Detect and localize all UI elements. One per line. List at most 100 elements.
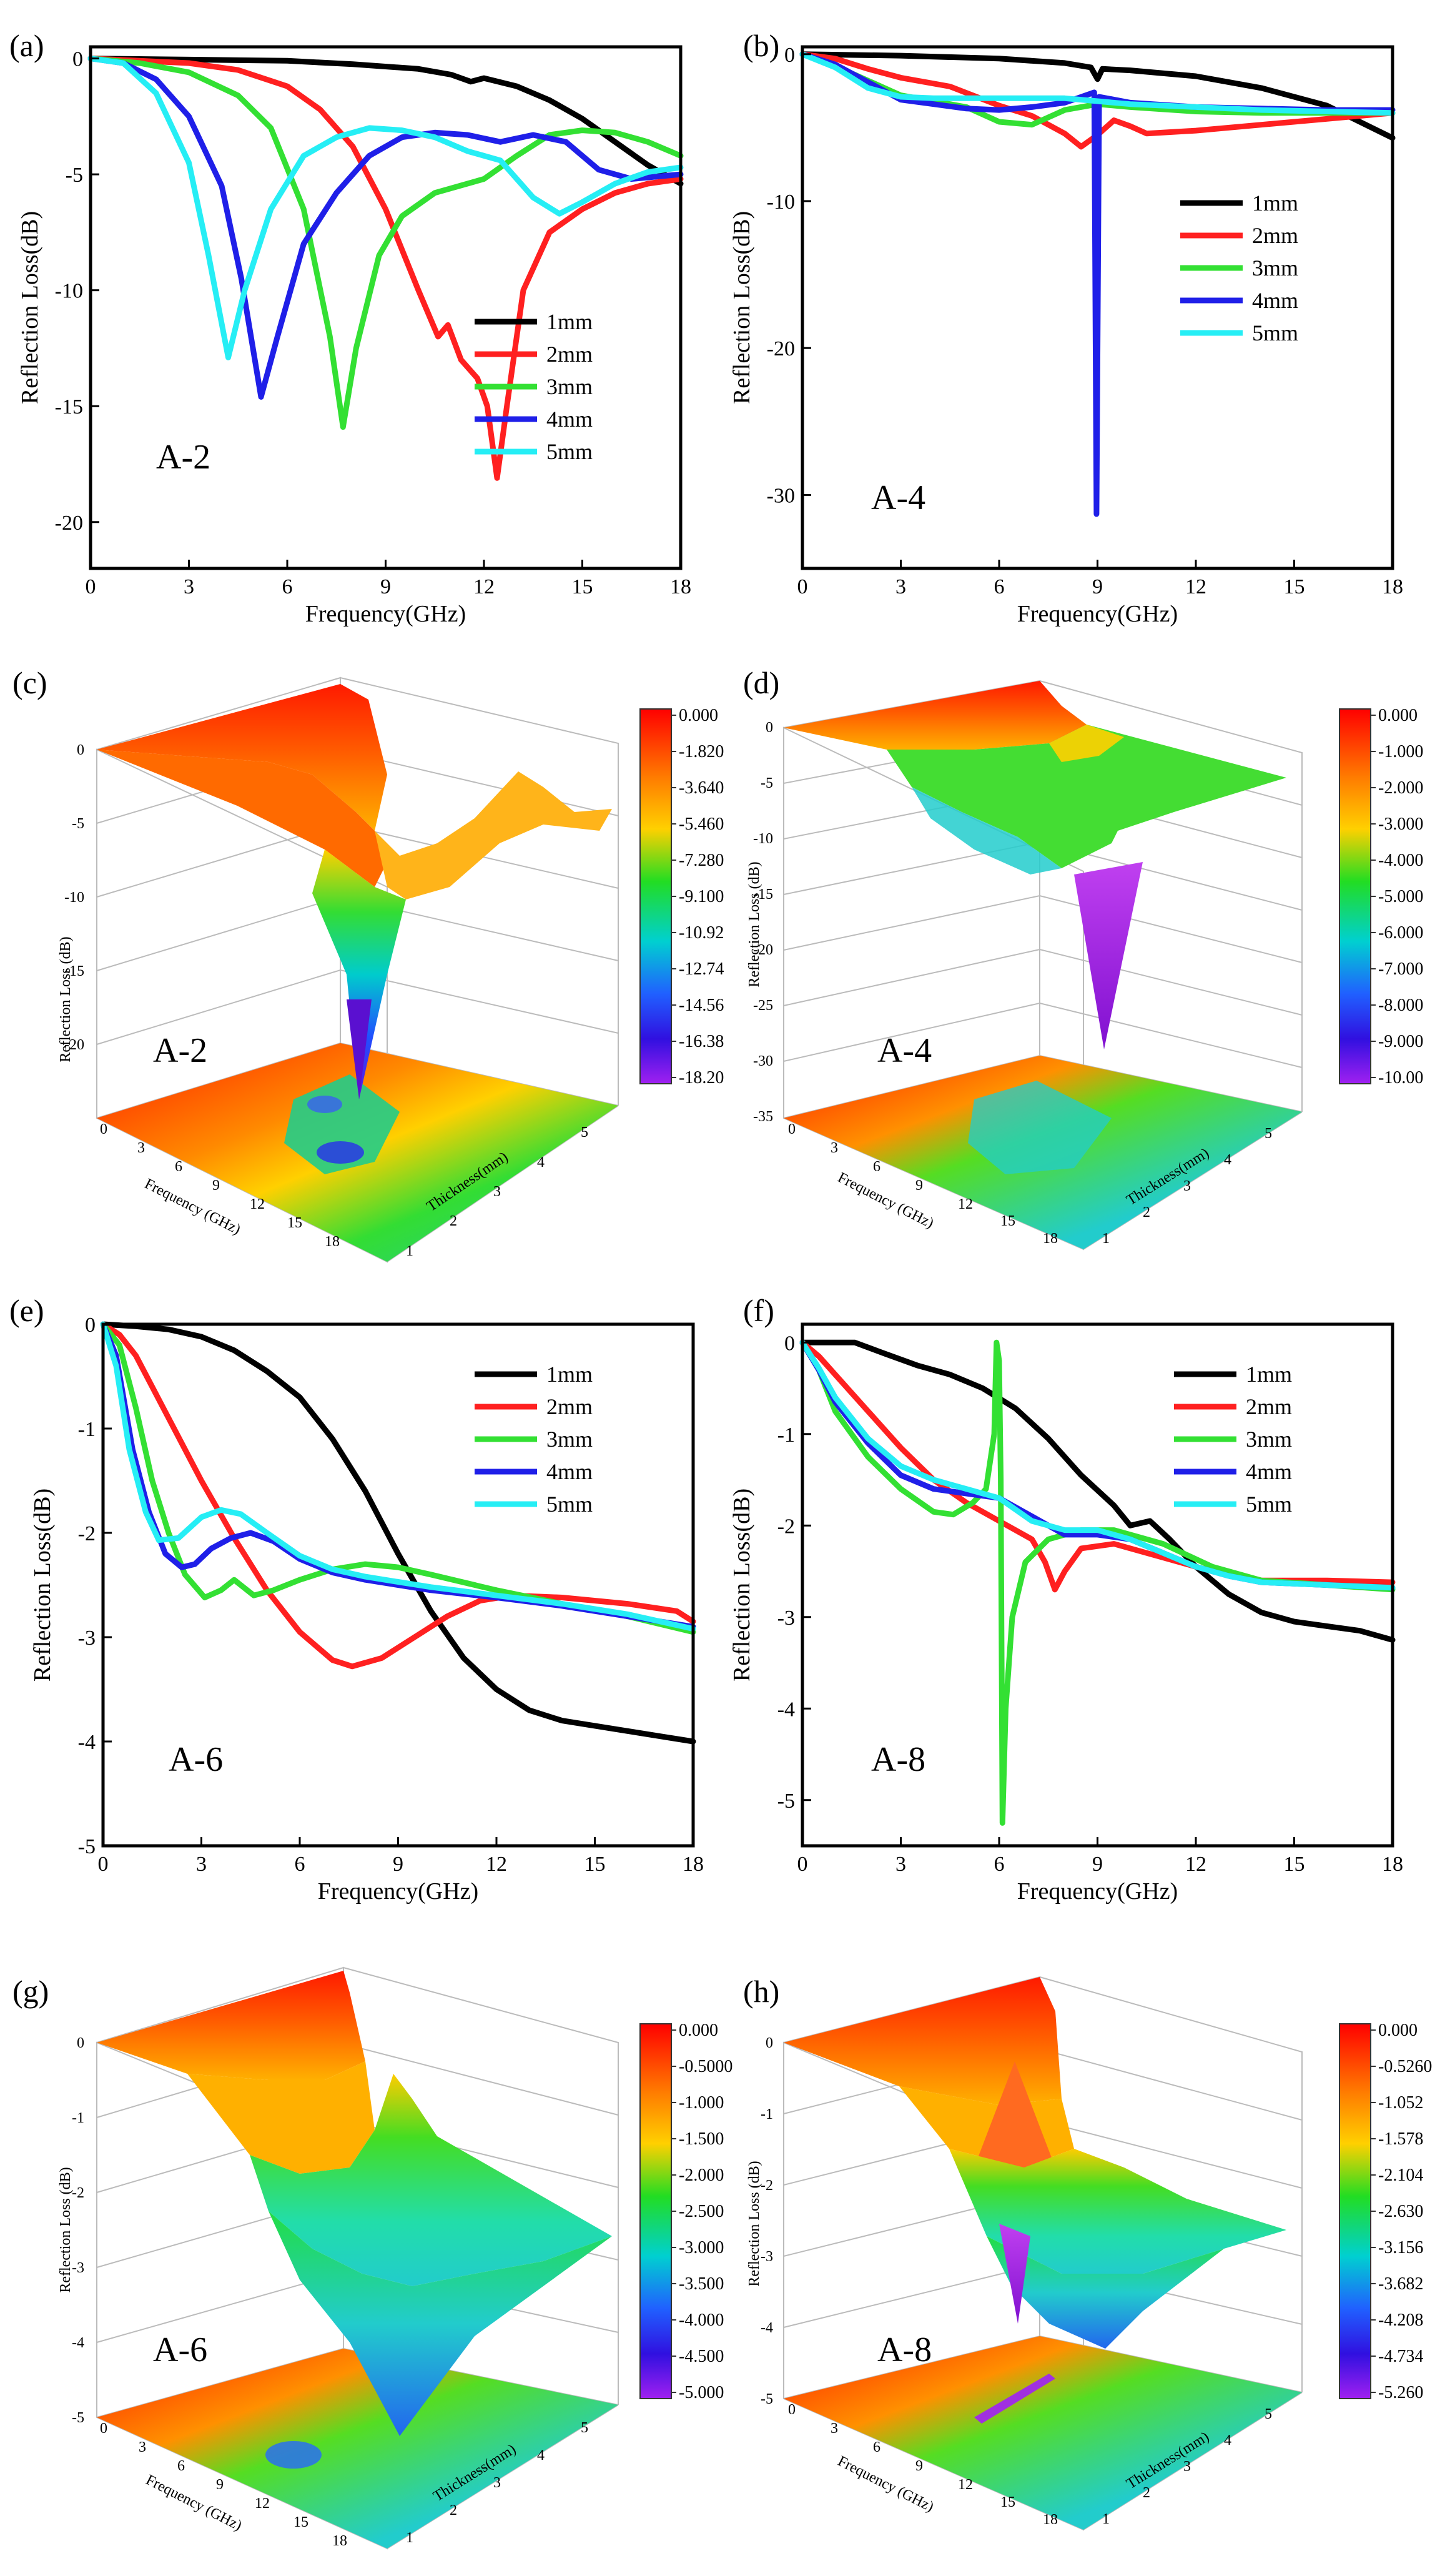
colorbar-label-c-4: -7.280 — [679, 851, 724, 870]
svg-text:-2: -2 — [72, 2185, 84, 2201]
surface-g-yticks: 1 2 3 4 5 — [406, 2420, 588, 2546]
svg-text:0: 0 — [77, 742, 84, 758]
svg-text:-20: -20 — [64, 1037, 84, 1053]
svg-text:9: 9 — [216, 2477, 224, 2493]
svg-text:0: 0 — [788, 1121, 796, 1137]
svg-text:-5: -5 — [72, 816, 84, 832]
y-tick-label-f--1: -1 — [777, 1424, 795, 1447]
svg-text:2: 2 — [450, 2502, 457, 2519]
colorbar-label-h-2: -1.052 — [1378, 2093, 1423, 2113]
colorbar-label-d-2: -2.000 — [1378, 778, 1423, 798]
colorbar-label-g-2: -1.000 — [679, 2093, 724, 2113]
colorbar-label-h-1: -0.5260 — [1378, 2057, 1432, 2076]
svg-text:2: 2 — [1143, 2485, 1150, 2501]
y-tick-label-a-0: 0 — [72, 48, 83, 71]
y-tick-label-b--10: -10 — [767, 191, 795, 214]
svg-text:1: 1 — [1102, 2511, 1110, 2527]
legend-label-b-1mm: 1mm — [1252, 191, 1298, 215]
svg-text:4: 4 — [1224, 1152, 1231, 1168]
colorbar-label-g-3: -1.500 — [679, 2129, 724, 2149]
svg-text:1: 1 — [406, 1243, 413, 1259]
svg-text:6: 6 — [175, 1159, 182, 1175]
legend-f: 1mm 2mm 3mm 4mm 5mm — [1174, 1362, 1292, 1517]
surface-g-xticks: 0 3 6 9 12 15 18 — [100, 2420, 347, 2549]
series-line-f-4mm — [799, 1339, 1396, 1591]
svg-text:-4: -4 — [761, 2320, 773, 2336]
surface-c-floor-minimum — [317, 1141, 364, 1164]
svg-text:0: 0 — [100, 2420, 107, 2437]
surface-g-slope — [187, 2061, 375, 2174]
x-tick-label-f-3: 3 — [895, 1853, 906, 1876]
x-tick-label-b-3: 3 — [895, 575, 906, 598]
colorbar-label-h-3: -1.578 — [1378, 2129, 1423, 2149]
surface-g-floor — [97, 2349, 618, 2549]
svg-text:18: 18 — [325, 1234, 340, 1250]
x-tick-label-a-6: 6 — [282, 575, 293, 598]
surface-d-spike — [1074, 862, 1143, 1049]
surface-d-yticks: 1 2 3 4 5 — [1102, 1126, 1272, 1247]
colorbar-label-c-5: -9.100 — [679, 887, 724, 906]
panel-label-d: (d) — [743, 665, 779, 700]
svg-text:12: 12 — [958, 2477, 973, 2493]
surface-d-xticks: 0 3 6 9 12 15 18 — [788, 1121, 1058, 1247]
svg-text:3: 3 — [137, 1140, 145, 1156]
surface-c-yticks: 1 2 3 4 5 — [406, 1124, 588, 1259]
svg-text:6: 6 — [873, 2439, 880, 2455]
svg-text:0: 0 — [788, 2402, 796, 2418]
x-axis-title-f: Frequency(GHz) — [1017, 1878, 1178, 1905]
x-tick-label-f-6: 6 — [994, 1853, 1005, 1876]
colorbar-label-h-6: -3.156 — [1378, 2238, 1423, 2257]
panel-label-a: (a) — [9, 28, 44, 63]
surface-h-top — [784, 1977, 1062, 2105]
y-tick-label-b--20: -20 — [767, 337, 795, 360]
svg-text:-2: -2 — [761, 2177, 773, 2194]
surface-c-floor-minimum-2 — [307, 1096, 342, 1113]
surface-c-zlabel: Reflection Loss (dB) — [57, 936, 74, 1062]
legend-label-b-4mm: 4mm — [1252, 288, 1298, 313]
svg-text:-4: -4 — [72, 2335, 84, 2351]
x-tick-label-b-12: 12 — [1185, 575, 1206, 598]
series-line-f-1mm — [799, 1339, 1396, 1643]
legend-label-f-4mm: 4mm — [1246, 1459, 1292, 1484]
svg-text:18: 18 — [332, 2533, 347, 2549]
surface-h-yticks: 1 2 3 4 5 — [1102, 2406, 1272, 2527]
colorbar-label-c-8: -14.56 — [679, 996, 724, 1015]
colorbar-label-c-6: -10.92 — [679, 923, 724, 943]
y-tick-label-e-0: 0 — [85, 1314, 96, 1337]
colorbar-label-c-2: -3.640 — [679, 778, 724, 798]
svg-text:15: 15 — [287, 1215, 302, 1231]
colorbar-label-c-3: -5.460 — [679, 815, 724, 834]
sample-label-g: A-6 — [153, 2331, 207, 2369]
svg-text:12: 12 — [958, 1196, 973, 1212]
surface-h-xticks: 0 3 6 9 12 15 18 — [788, 2402, 1058, 2528]
x-tick-label-e-0: 0 — [98, 1853, 109, 1876]
panel-label-h: (h) — [743, 1974, 779, 2009]
legend-label-b-5mm: 5mm — [1252, 320, 1298, 345]
legend-label-b-2mm: 2mm — [1252, 223, 1298, 248]
svg-text:3: 3 — [493, 1184, 501, 1200]
x-tick-label-a-9: 9 — [380, 575, 391, 598]
y-tick-label-e--2: -2 — [78, 1522, 96, 1545]
svg-text:-1: -1 — [761, 2106, 773, 2123]
colorbar-label-c-7: -12.74 — [679, 959, 724, 979]
svg-text:5: 5 — [581, 2420, 588, 2436]
svg-text:3: 3 — [831, 1140, 838, 1156]
surface-d-zticks: 0 -5 -10 -15 -20 -25 -30 -35 — [753, 720, 773, 1125]
series-line-e-5mm — [100, 1321, 696, 1632]
x-tick-label-b-0: 0 — [797, 575, 808, 598]
surface-plot-h: (h) 0 -1 -2 -3 -4 -5 0 3 6 9 — [743, 1974, 1432, 2531]
x-tick-label-e-15: 15 — [584, 1853, 606, 1876]
y-tick-label-f--5: -5 — [777, 1790, 795, 1813]
svg-text:-5: -5 — [72, 2410, 84, 2426]
legend-label-a-4mm: 4mm — [546, 407, 593, 432]
svg-text:15: 15 — [1000, 1213, 1015, 1229]
x-tick-label-b-6: 6 — [994, 575, 1005, 598]
colorbar-d — [1339, 708, 1371, 1084]
y-tick-label-e--1: -1 — [78, 1418, 96, 1441]
legend-label-a-1mm: 1mm — [546, 309, 593, 334]
svg-text:0: 0 — [766, 720, 773, 736]
sample-label-b: A-4 — [871, 478, 925, 517]
panel-label-f: (f) — [743, 1293, 774, 1328]
colorbar-label-d-4: -4.000 — [1378, 851, 1423, 870]
